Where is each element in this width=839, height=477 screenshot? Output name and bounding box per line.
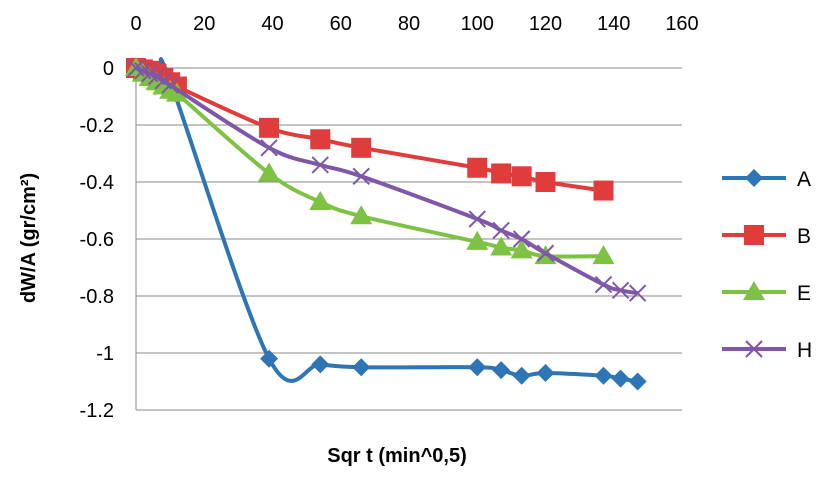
data-point-triangle	[466, 230, 489, 250]
data-point-x	[611, 281, 630, 300]
y-tick-label: 0	[103, 58, 114, 80]
data-point-x	[512, 230, 531, 248]
x-tick-label: 100	[461, 13, 494, 35]
series-line-e	[134, 66, 604, 259]
x-tick-label: 40	[261, 13, 283, 35]
data-point-x-stroke	[492, 221, 510, 240]
data-point-x-stroke	[127, 59, 145, 77]
legend-item-b: B	[722, 225, 811, 248]
y-tick-label: -0.2	[80, 115, 114, 137]
gridlines	[135, 67, 682, 411]
data-point-x-stroke	[594, 275, 613, 294]
x-tick-label: 80	[398, 13, 420, 35]
data-point-x-stroke	[134, 62, 152, 80]
data-point-x	[628, 284, 647, 302]
data-point-x-stroke	[628, 284, 647, 302]
data-point-x	[311, 156, 329, 174]
data-point-x	[468, 210, 486, 228]
data-point-diamond	[352, 358, 371, 377]
plot-area	[125, 57, 647, 391]
data-point-x-stroke	[512, 230, 531, 248]
x-tick-label: 20	[193, 13, 215, 35]
data-point-x-stroke	[536, 244, 555, 262]
data-point-x	[745, 340, 763, 358]
series-line-b	[135, 66, 604, 193]
data-point-square	[535, 172, 556, 192]
data-point-x	[594, 275, 613, 294]
data-point-x-stroke	[311, 156, 329, 174]
series-h	[127, 59, 647, 302]
legend: A B E H	[722, 168, 812, 362]
data-point-square	[491, 163, 512, 184]
data-point-triangle	[490, 236, 513, 256]
data-point-diamond	[260, 349, 279, 368]
data-point-x-stroke	[154, 72, 173, 90]
x-axis-ticks: 0 20 40 60 80 100 120 140 160	[130, 13, 698, 35]
data-point-square	[744, 225, 764, 245]
legend-label: E	[797, 282, 811, 305]
data-point-triangle	[743, 281, 765, 300]
x-axis-title: Sqr t (min^0,5)	[327, 445, 466, 467]
data-point-x-stroke	[352, 167, 370, 186]
x-tick-label: 0	[130, 13, 141, 35]
data-point-x	[492, 221, 510, 240]
data-point-x	[352, 167, 370, 186]
data-point-x	[260, 139, 278, 157]
legend-label: A	[797, 168, 811, 191]
data-point-x-stroke	[611, 281, 630, 300]
data-point-triangle	[510, 239, 533, 259]
y-tick-label: -0.4	[80, 172, 114, 194]
data-point-diamond	[628, 372, 647, 391]
y-tick-label: -0.6	[80, 229, 114, 251]
data-point-triangle	[258, 162, 281, 182]
y-axis-title: dW/A (gr/cm²)	[18, 173, 40, 303]
data-point-square	[511, 166, 532, 187]
data-point-diamond	[468, 358, 487, 377]
y-axis-ticks: 0 -0.2 -0.4 -0.6 -0.8 -1 -1.2	[80, 58, 114, 422]
data-point-square	[593, 180, 614, 201]
legend-item-a: A	[722, 168, 811, 191]
legend-item-e: E	[722, 281, 811, 305]
data-point-x-stroke	[468, 210, 486, 228]
x-tick-label: 160	[665, 13, 698, 35]
data-point-diamond	[611, 369, 630, 388]
data-point-triangle	[309, 190, 332, 210]
data-point-triangle	[350, 205, 373, 225]
y-tick-label: -1	[96, 343, 114, 365]
data-point-x	[161, 76, 179, 94]
data-point-x-stroke	[161, 76, 179, 94]
legend-item-h: H	[722, 339, 812, 362]
y-tick-label: -1.2	[80, 400, 114, 422]
data-point-x-stroke	[140, 64, 159, 83]
y-tick-label: -0.8	[80, 286, 114, 308]
data-point-square	[310, 129, 331, 150]
legend-label: B	[797, 225, 811, 248]
data-point-square	[351, 137, 372, 158]
data-point-diamond	[536, 363, 555, 382]
data-point-diamond	[745, 169, 763, 187]
legend-label: H	[797, 339, 812, 362]
data-point-diamond	[311, 355, 330, 374]
data-point-diamond	[594, 366, 613, 385]
data-point-x	[536, 244, 555, 262]
x-tick-label: 120	[529, 13, 562, 35]
data-point-triangle	[592, 245, 615, 265]
data-point-square	[467, 157, 488, 178]
data-point-x-stroke	[147, 67, 166, 86]
x-tick-label: 140	[597, 13, 630, 35]
data-point-diamond	[512, 366, 531, 385]
data-point-x-stroke	[260, 139, 278, 157]
x-tick-label: 60	[330, 13, 352, 35]
data-point-diamond	[492, 361, 511, 380]
data-point-x-stroke	[745, 340, 763, 358]
data-point-square	[259, 117, 280, 138]
